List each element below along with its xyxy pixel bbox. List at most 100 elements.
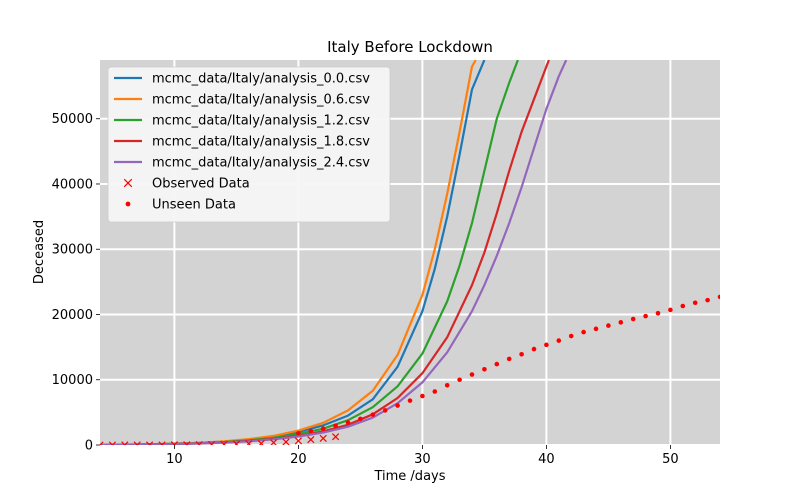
plot-clip-group <box>100 60 720 445</box>
unseen-point <box>531 346 537 352</box>
unseen-point <box>370 412 376 417</box>
unseen-point <box>618 320 624 325</box>
y-tick-label: 30000 <box>52 243 93 258</box>
unseen-point <box>668 307 673 313</box>
observed-point <box>100 441 104 445</box>
observed-point <box>245 440 253 445</box>
observed-marker-stroke <box>136 441 141 445</box>
observed-point <box>331 433 340 441</box>
observed-point <box>158 441 166 445</box>
observed-marker-stroke <box>331 433 340 441</box>
observed-marker-stroke <box>185 441 191 445</box>
observed-point <box>170 441 179 445</box>
legend-label: mcmc_data/Italy/analysis_1.2.csv <box>152 114 370 129</box>
x-tick-label: 20 <box>290 452 307 467</box>
unseen-point <box>420 393 425 399</box>
legend-label: mcmc_data/Italy/analysis_2.4.csv <box>152 156 370 171</box>
unseen-point <box>556 338 562 343</box>
y-tick-label: 50000 <box>52 112 93 127</box>
observed-marker-stroke <box>111 441 117 445</box>
unseen-point <box>407 398 413 403</box>
y-tick-label: 20000 <box>52 308 93 323</box>
observed-marker-stroke <box>307 435 315 444</box>
legend: mcmc_data/Italy/analysis_0.0.csv mcmc_dat… <box>107 66 391 223</box>
observed-marker-stroke <box>234 440 241 445</box>
unseen-point <box>444 382 450 388</box>
observed-marker-stroke <box>210 440 216 445</box>
unseen-point <box>457 377 462 383</box>
observed-marker-stroke <box>123 441 129 445</box>
observed-marker-stroke <box>282 438 290 445</box>
unseen-point <box>705 297 710 303</box>
observed-marker-stroke <box>270 438 278 445</box>
observed-point <box>269 438 278 445</box>
x-tick-label: 10 <box>166 452 183 467</box>
legend-marker-stroke <box>123 178 133 188</box>
observed-point <box>133 441 141 445</box>
observed-point <box>282 438 290 445</box>
unseen-point <box>482 367 487 372</box>
observed-marker-stroke <box>246 440 253 445</box>
observed-point <box>220 440 228 445</box>
unseen-point <box>717 294 720 300</box>
y-axis-title: Deceased <box>32 220 47 284</box>
unseen-point <box>630 316 636 322</box>
observed-point <box>108 441 117 445</box>
legend-label: mcmc_data/Italy/analysis_1.8.csv <box>152 135 370 150</box>
unseen-point <box>494 361 500 367</box>
unseen-point <box>432 389 438 394</box>
observed-marker-stroke <box>222 440 228 445</box>
grid <box>100 60 720 446</box>
observed-point <box>195 441 203 445</box>
observed-marker-stroke <box>258 439 265 445</box>
unseen-point <box>643 313 648 319</box>
chart-title: Italy Before Lockdown <box>327 38 493 56</box>
observed-marker-stroke <box>198 441 203 445</box>
unseen-point <box>320 426 326 431</box>
unseen-point <box>358 416 363 422</box>
legend-box <box>107 66 391 223</box>
observed-marker-stroke <box>294 437 303 445</box>
unseen-point <box>544 342 549 348</box>
observed-point <box>294 437 303 445</box>
x-tick-label: 30 <box>414 452 431 467</box>
legend-label: Unseen Data <box>152 198 236 213</box>
observed-point <box>232 440 241 445</box>
x-tick-label: 40 <box>538 452 555 467</box>
unseen-point <box>333 423 338 429</box>
x-axis-title: Time /days <box>373 469 445 484</box>
unseen-point <box>519 351 524 357</box>
unseen-point <box>606 323 611 328</box>
unseen-point <box>506 356 512 362</box>
unseen-point <box>296 430 301 436</box>
unseen-point <box>593 326 599 332</box>
unseen-point <box>692 300 698 306</box>
observed-marker-stroke <box>319 434 327 442</box>
y-tick-label: 0 <box>85 439 93 454</box>
legend-observed-marker <box>123 178 133 188</box>
legend-label: mcmc_data/Italy/analysis_0.0.csv <box>152 72 370 87</box>
unseen-point <box>345 420 351 425</box>
observed-point <box>207 440 216 445</box>
observed-marker-stroke <box>161 441 166 445</box>
y-tick-label: 10000 <box>52 373 93 388</box>
unseen-point <box>382 408 388 413</box>
y-axis: 0 10000 20000 30000 40000 50000 <box>52 112 100 454</box>
observed-point <box>319 434 327 442</box>
legend-label: mcmc_data/Italy/analysis_0.6.csv <box>152 93 370 108</box>
unseen-point <box>568 333 574 339</box>
observed-point <box>145 441 154 445</box>
unseen-point <box>680 303 686 309</box>
y-tick-label: 40000 <box>52 177 93 192</box>
unseen-point <box>581 329 586 335</box>
x-tick-label: 50 <box>662 452 679 467</box>
legend-label: Observed Data <box>152 177 250 192</box>
observed-point <box>121 441 129 445</box>
observed-marker-stroke <box>100 441 104 445</box>
observed-marker-stroke <box>148 441 154 445</box>
unseen-point <box>655 310 661 316</box>
observed-marker-stroke <box>173 441 179 445</box>
observed-point <box>183 441 191 445</box>
unseen-point <box>308 428 314 434</box>
